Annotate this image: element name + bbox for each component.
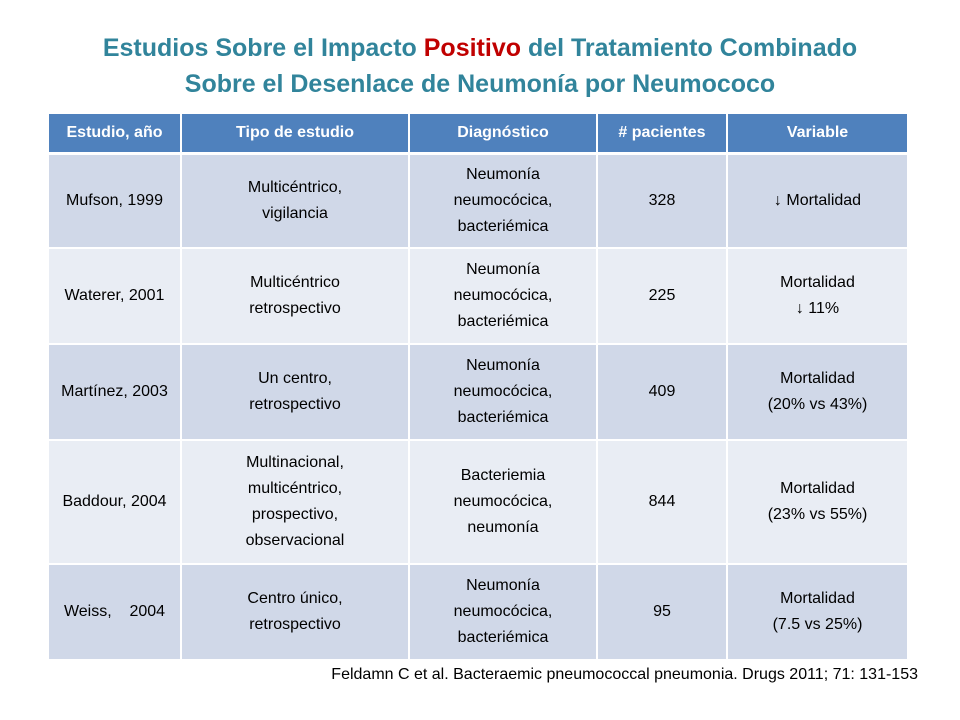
cell-type: Centro único, retrospectivo: [181, 563, 410, 661]
citation: Feldamn C et al. Bacteraemic pneumococca…: [331, 666, 918, 683]
cell-type: Un centro, retrospectivo: [181, 343, 410, 441]
header-variable: Variable: [727, 114, 907, 155]
header-diagnosis: Diagnóstico: [409, 114, 598, 155]
title-line-2: Sobre el Desenlace de Neumonía por Neumo…: [184, 70, 776, 98]
cell-patients: 95: [597, 563, 728, 661]
title-line-1-start: Estudios Sobre el Impacto: [102, 34, 424, 62]
cell-type: Multinacional, multicéntrico, prospectiv…: [181, 439, 410, 565]
cell-patients: 225: [597, 247, 728, 345]
cell-diagnosis: Neumonía neumocócica, bacteriémica: [409, 153, 598, 249]
cell-study: Baddour, 2004: [49, 439, 182, 565]
cell-diagnosis: Bacteriemia neumocócica, neumonía: [409, 439, 598, 565]
cell-patients: 844: [597, 439, 728, 565]
header-study-year: Estudio, año: [49, 114, 182, 155]
header-study-type: Tipo de estudio: [181, 114, 410, 155]
table-header-row: Estudio, año Tipo de estudio Diagnóstico…: [49, 114, 907, 155]
cell-study: Waterer, 2001: [49, 247, 182, 345]
header-patients: # pacientes: [597, 114, 728, 155]
table-row: Martínez, 2003 Un centro, retrospectivo …: [49, 343, 907, 441]
cell-study: Martínez, 2003: [49, 343, 182, 441]
table-row: Baddour, 2004 Multinacional, multicéntri…: [49, 439, 907, 565]
cell-variable: Mortalidad (7.5 vs 25%): [727, 563, 907, 661]
cell-diagnosis: Neumonía neumocócica, bacteriémica: [409, 563, 598, 661]
title-accent-word: Positivo: [423, 34, 521, 62]
studies-table: Estudio, año Tipo de estudio Diagnóstico…: [49, 114, 907, 661]
cell-variable: Mortalidad ↓ 11%: [727, 247, 907, 345]
cell-type: Multicéntrico retrospectivo: [181, 247, 410, 345]
cell-variable: ↓ Mortalidad: [727, 153, 907, 249]
cell-study: Weiss, 2004: [49, 563, 182, 661]
title-line-1: Estudios Sobre el Impacto Positivo del T…: [0, 30, 960, 66]
cell-diagnosis: Neumonía neumocócica, bacteriémica: [409, 343, 598, 441]
cell-study: Mufson, 1999: [49, 153, 182, 249]
table-row: Weiss, 2004 Centro único, retrospectivo …: [49, 563, 907, 661]
slide-title: Estudios Sobre el Impacto Positivo del T…: [0, 30, 960, 102]
table-row: Waterer, 2001 Multicéntrico retrospectiv…: [49, 247, 907, 345]
cell-variable: Mortalidad (23% vs 55%): [727, 439, 907, 565]
cell-diagnosis: Neumonía neumocócica, bacteriémica: [409, 247, 598, 345]
cell-patients: 328: [597, 153, 728, 249]
title-line-1-end: del Tratamiento Combinado: [521, 34, 858, 62]
cell-type: Multicéntrico, vigilancia: [181, 153, 410, 249]
table-row: Mufson, 1999 Multicéntrico, vigilancia N…: [49, 153, 907, 249]
cell-patients: 409: [597, 343, 728, 441]
cell-variable: Mortalidad (20% vs 43%): [727, 343, 907, 441]
